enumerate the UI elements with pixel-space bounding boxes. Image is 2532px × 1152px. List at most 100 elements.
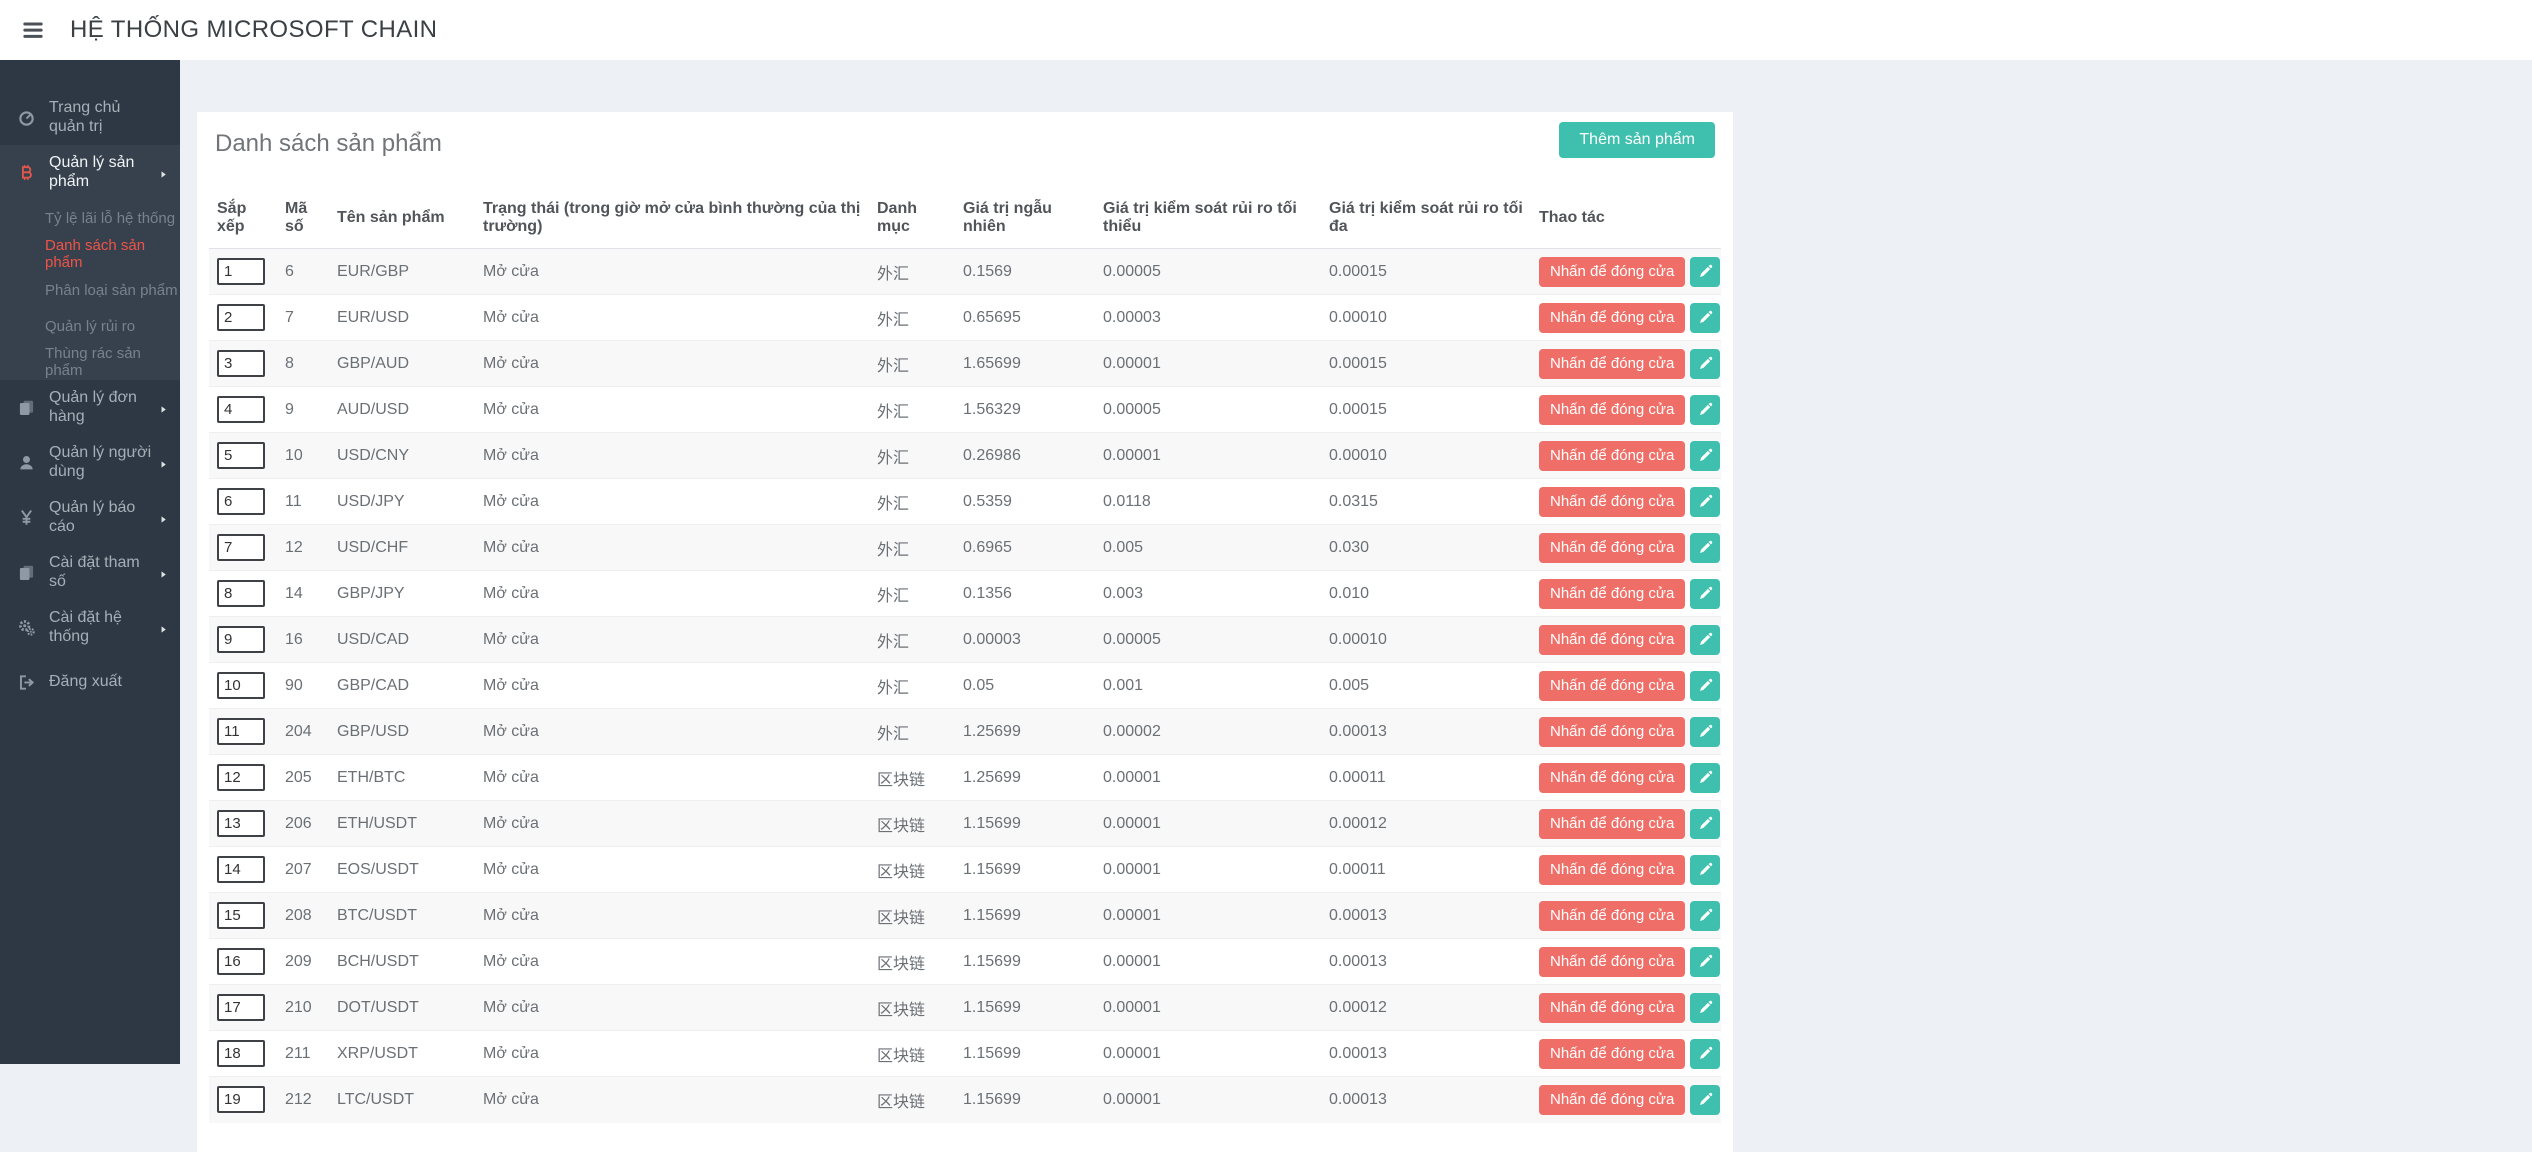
close-market-button[interactable]: Nhấn để đóng cửa: [1539, 579, 1685, 609]
cell-sort: [209, 295, 277, 341]
sort-order-input[interactable]: [217, 1086, 265, 1113]
sort-order-input[interactable]: [217, 580, 265, 607]
sidebar-subitem[interactable]: Phân loại sản phẩm: [0, 272, 180, 308]
edit-button[interactable]: [1690, 763, 1720, 793]
pencil-icon: [1698, 678, 1713, 693]
sort-order-input[interactable]: [217, 396, 265, 423]
cell-product-name: EUR/USD: [329, 295, 475, 341]
close-market-button[interactable]: Nhấn để đóng cửa: [1539, 717, 1685, 747]
close-market-button[interactable]: Nhấn để đóng cửa: [1539, 1085, 1685, 1115]
cell-status: Mở cửa: [475, 479, 869, 525]
sort-order-input[interactable]: [217, 304, 265, 331]
pencil-icon: [1698, 1092, 1713, 1107]
sort-order-input[interactable]: [217, 948, 265, 975]
sidebar-subitem[interactable]: Quản lý rủi ro: [0, 308, 180, 344]
edit-button[interactable]: [1690, 487, 1720, 517]
close-market-button[interactable]: Nhấn để đóng cửa: [1539, 901, 1685, 931]
edit-button[interactable]: [1690, 855, 1720, 885]
sort-order-input[interactable]: [217, 764, 265, 791]
cell-random-value: 1.15699: [955, 985, 1095, 1031]
cell-code: 10: [277, 433, 329, 479]
sort-order-input[interactable]: [217, 442, 265, 469]
signout-icon: [18, 674, 38, 692]
edit-button[interactable]: [1690, 303, 1720, 333]
edit-button[interactable]: [1690, 625, 1720, 655]
sidebar-item-reports[interactable]: Quản lý báo cáo: [0, 490, 180, 545]
edit-button[interactable]: [1690, 1085, 1720, 1115]
sidebar-item-system[interactable]: Cài đặt hệ thống: [0, 600, 180, 655]
pencil-icon: [1698, 862, 1713, 877]
table-row: 211 XRP/USDT Mở cửa 区块链 1.15699 0.00001 …: [209, 1031, 1721, 1077]
sort-order-input[interactable]: [217, 810, 265, 837]
sidebar-item-users[interactable]: Quản lý người dùng: [0, 435, 180, 490]
cell-risk-max: 0.00015: [1321, 341, 1531, 387]
edit-button[interactable]: [1690, 717, 1720, 747]
close-market-button[interactable]: Nhấn để đóng cửa: [1539, 349, 1685, 379]
sidebar-item-logout[interactable]: Đăng xuất: [0, 655, 180, 710]
edit-button[interactable]: [1690, 257, 1720, 287]
sort-order-input[interactable]: [217, 534, 265, 561]
edit-button[interactable]: [1690, 809, 1720, 839]
table-row: 90 GBP/CAD Mở cửa 外汇 0.05 0.001 0.005 Nh…: [209, 663, 1721, 709]
close-market-button[interactable]: Nhấn để đóng cửa: [1539, 395, 1685, 425]
sort-order-input[interactable]: [217, 488, 265, 515]
cell-risk-min: 0.00005: [1095, 387, 1321, 433]
cell-status: Mở cửa: [475, 249, 869, 295]
cell-actions: Nhấn để đóng cửa: [1531, 249, 1721, 295]
edit-button[interactable]: [1690, 901, 1720, 931]
page-title: Danh sách sản phẩm: [209, 126, 1721, 162]
row-actions: Nhấn để đóng cửa: [1539, 763, 1713, 793]
sort-order-input[interactable]: [217, 1040, 265, 1067]
close-market-button[interactable]: Nhấn để đóng cửa: [1539, 671, 1685, 701]
table-body: 6 EUR/GBP Mở cửa 外汇 0.1569 0.00005 0.000…: [209, 249, 1721, 1123]
edit-button[interactable]: [1690, 349, 1720, 379]
cell-product-name: EOS/USDT: [329, 847, 475, 893]
edit-button[interactable]: [1690, 947, 1720, 977]
sort-order-input[interactable]: [217, 994, 265, 1021]
close-market-button[interactable]: Nhấn để đóng cửa: [1539, 947, 1685, 977]
sort-order-input[interactable]: [217, 626, 265, 653]
cell-random-value: 0.05: [955, 663, 1095, 709]
sort-order-input[interactable]: [217, 856, 265, 883]
sidebar-item-products[interactable]: Quản lý sản phẩm: [0, 145, 180, 200]
sidebar-subitem-label: Tỷ lệ lãi lỗ hệ thống: [45, 210, 175, 227]
edit-button[interactable]: [1690, 1039, 1720, 1069]
close-market-button[interactable]: Nhấn để đóng cửa: [1539, 1039, 1685, 1069]
close-market-button[interactable]: Nhấn để đóng cửa: [1539, 487, 1685, 517]
cell-random-value: 1.65699: [955, 341, 1095, 387]
sort-order-input[interactable]: [217, 902, 265, 929]
sidebar-item-params[interactable]: Cài đặt tham số: [0, 545, 180, 600]
edit-button[interactable]: [1690, 993, 1720, 1023]
edit-button[interactable]: [1690, 579, 1720, 609]
cell-actions: Nhấn để đóng cửa: [1531, 663, 1721, 709]
close-market-button[interactable]: Nhấn để đóng cửa: [1539, 441, 1685, 471]
cell-actions: Nhấn để đóng cửa: [1531, 847, 1721, 893]
edit-button[interactable]: [1690, 533, 1720, 563]
cell-code: 12: [277, 525, 329, 571]
sidebar-subitem[interactable]: Danh sách sản phẩm: [0, 236, 180, 272]
sidebar-subitem[interactable]: Thùng rác sản phẩm: [0, 344, 180, 380]
sidebar-item-dashboard[interactable]: Trang chủ quản trị: [0, 90, 180, 145]
close-market-button[interactable]: Nhấn để đóng cửa: [1539, 809, 1685, 839]
close-market-button[interactable]: Nhấn để đóng cửa: [1539, 303, 1685, 333]
close-market-button[interactable]: Nhấn để đóng cửa: [1539, 763, 1685, 793]
edit-button[interactable]: [1690, 441, 1720, 471]
cell-actions: Nhấn để đóng cửa: [1531, 525, 1721, 571]
close-market-button[interactable]: Nhấn để đóng cửa: [1539, 855, 1685, 885]
row-actions: Nhấn để đóng cửa: [1539, 349, 1713, 379]
cell-status: Mở cửa: [475, 525, 869, 571]
add-product-button[interactable]: Thêm sản phẩm: [1559, 122, 1715, 158]
close-market-button[interactable]: Nhấn để đóng cửa: [1539, 533, 1685, 563]
sort-order-input[interactable]: [217, 672, 265, 699]
close-market-button[interactable]: Nhấn để đóng cửa: [1539, 625, 1685, 655]
sidebar-item-orders[interactable]: Quản lý đơn hàng: [0, 380, 180, 435]
sort-order-input[interactable]: [217, 350, 265, 377]
edit-button[interactable]: [1690, 671, 1720, 701]
sort-order-input[interactable]: [217, 718, 265, 745]
close-market-button[interactable]: Nhấn để đóng cửa: [1539, 993, 1685, 1023]
hamburger-menu-icon[interactable]: [22, 17, 48, 43]
close-market-button[interactable]: Nhấn để đóng cửa: [1539, 257, 1685, 287]
sort-order-input[interactable]: [217, 258, 265, 285]
sidebar-subitem[interactable]: Tỷ lệ lãi lỗ hệ thống: [0, 200, 180, 236]
edit-button[interactable]: [1690, 395, 1720, 425]
